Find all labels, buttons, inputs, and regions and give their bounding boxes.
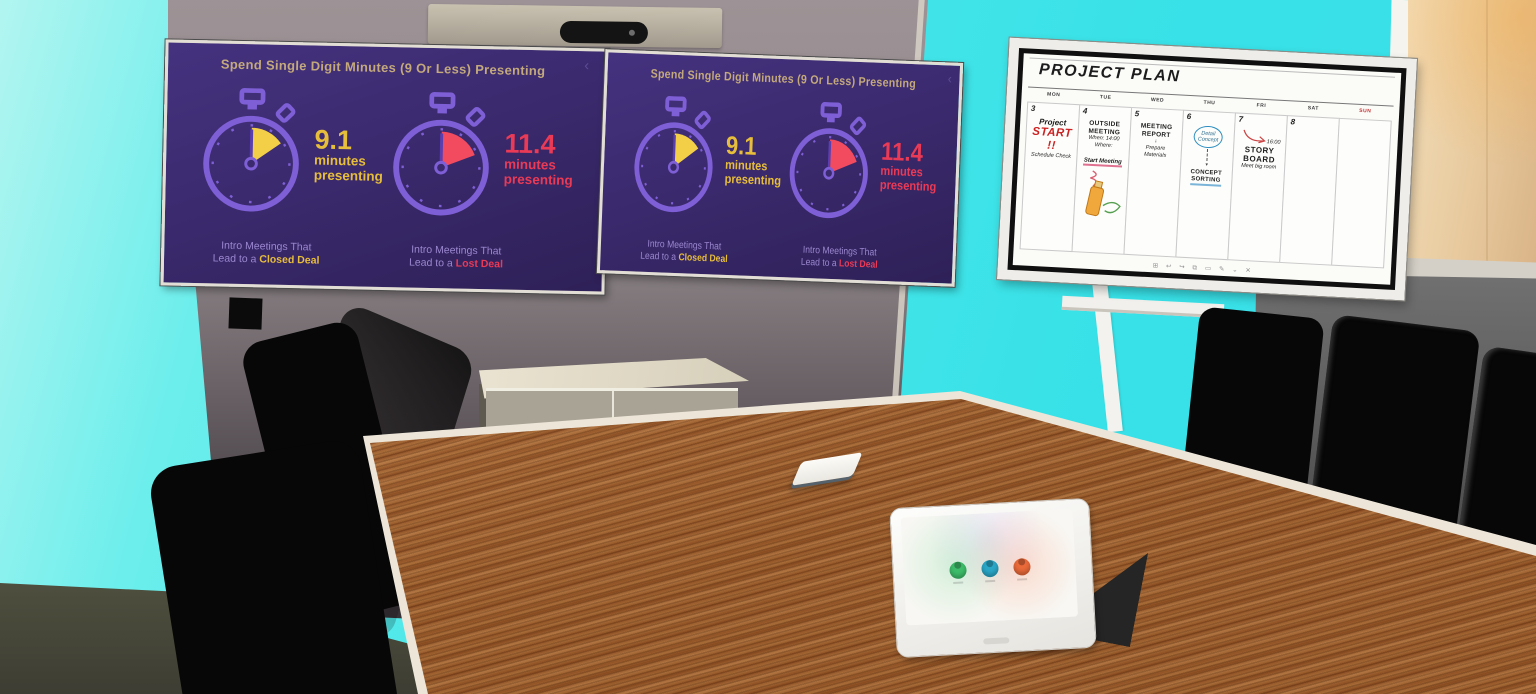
camera-module (559, 20, 649, 45)
minutes-value: 9.1 (314, 124, 353, 156)
stopwatch-icon (789, 101, 868, 219)
highlight-closed-deal: Closed Deal (678, 251, 728, 265)
undo-icon[interactable]: ↩ (1165, 262, 1172, 271)
orange-action-button[interactable] (1012, 558, 1031, 576)
highlight-lost-deal: Lost Deal (838, 257, 878, 271)
day-label: FRI (1256, 102, 1267, 110)
red-arrow-doodle (1243, 129, 1266, 144)
minutes-value: 11.4 (880, 137, 924, 167)
close-icon[interactable]: ✕ (1245, 267, 1252, 275)
stopwatch-closed-deal: 9.1 minutes presenting (191, 87, 385, 229)
day-label: TUE (1099, 94, 1112, 101)
stopwatch-wedge (440, 131, 475, 168)
slide-title: Spend Single Digit Minutes (9 Or Less) P… (650, 66, 917, 91)
column-monday: 3 Project START !! Schedule Check (1019, 101, 1081, 253)
unit-line: minutes (313, 152, 367, 169)
stopwatch-lost-deal: 11.4 minutes presenting (381, 91, 575, 233)
blue-action-button[interactable] (980, 559, 999, 578)
day-label: SAT (1307, 105, 1320, 112)
column-thursday: 6 Detail Concept ▾ CONCEPT SORTING (1175, 109, 1236, 261)
column-wednesday: 5 MEETING REPORT ↓ Prepare Materials (1123, 106, 1185, 258)
day-label: WED (1150, 96, 1165, 104)
pencil-doodle (1084, 170, 1121, 217)
touch-controller (889, 497, 1097, 664)
video-conference-camera-bar (427, 3, 723, 49)
camera-lens-icon (628, 29, 635, 36)
whiteboard-canvas[interactable]: PROJECT PLAN MON TUE WED THU FRI SAT SUN… (1012, 53, 1402, 285)
stopwatch-icon (634, 96, 713, 213)
stopwatch-closed-deal: 9.1 minutes presenting (623, 94, 784, 230)
day-label-sunday: SUN (1359, 107, 1372, 115)
wall-socket (228, 297, 263, 330)
slide-back-arrow-icon[interactable]: ‹ (583, 57, 590, 75)
day-label: MON (1046, 91, 1061, 99)
digital-whiteboard: PROJECT PLAN MON TUE WED THU FRI SAT SUN… (995, 36, 1419, 302)
concept-bubble: Detail Concept (1193, 125, 1223, 149)
unit-line: presenting (724, 171, 782, 188)
left-display: Spend Single Digit Minutes (9 Or Less) P… (160, 39, 610, 295)
stopwatch-icon (393, 91, 489, 216)
green-action-button[interactable] (948, 561, 967, 580)
column-tuesday: 4 OUTSIDE MEETING When: 14:00 Where: Sta… (1071, 104, 1133, 255)
stopwatch-wedge (828, 139, 857, 174)
redo-icon[interactable]: ↪ (1179, 263, 1185, 271)
week-grid: 3 Project START !! Schedule Check 4 OUTS… (1019, 101, 1392, 269)
highlight-closed-deal: Closed Deal (259, 253, 320, 267)
column-friday: 7 16:00 STORY BOARD Meet big room (1227, 112, 1288, 263)
highlight-lost-deal: Lost Deal (455, 257, 504, 271)
caption-closed-deal: Intro Meetings That Lead to a Closed Dea… (640, 238, 728, 265)
minutes-value: 11.4 (504, 128, 556, 160)
unit-line: presenting (313, 167, 383, 184)
column-saturday: 8 (1279, 115, 1340, 266)
slide-title: Spend Single Digit Minutes (9 Or Less) P… (220, 56, 546, 79)
right-display: Spend Single Digit Minutes (9 Or Less) P… (596, 49, 964, 287)
stopwatch-icon (203, 88, 299, 212)
controller-body (889, 497, 1097, 659)
caption-closed-deal: Intro Meetings That Lead to a Closed Dea… (212, 239, 320, 267)
controller-screen[interactable] (900, 508, 1079, 626)
caption-lost-deal: Intro Meetings That Lead to a Lost Deal (800, 244, 878, 271)
grid-tool-icon[interactable]: ⊞ (1152, 262, 1159, 270)
stopwatch-lost-deal: 11.4 minutes presenting (778, 100, 939, 236)
pen-tool-icon[interactable]: ✎ (1218, 265, 1225, 274)
copy-icon[interactable]: ⧉ (1192, 264, 1198, 272)
column-sunday (1331, 117, 1392, 269)
stopwatch-wedge (673, 133, 699, 168)
window-curtain (1408, 0, 1536, 268)
day-label: THU (1203, 99, 1216, 107)
minutes-value: 9.1 (725, 131, 758, 161)
unit-line: presenting (503, 170, 573, 188)
home-button[interactable] (983, 637, 1010, 645)
collapse-icon[interactable]: ⌄ (1231, 266, 1238, 274)
stopwatch-wedge (251, 127, 281, 164)
select-icon[interactable]: ▭ (1204, 265, 1212, 273)
monday-note: Schedule Check (1030, 151, 1072, 160)
caption-lost-deal: Intro Meetings That Lead to a Lost Deal (408, 243, 504, 271)
unit-line: presenting (879, 177, 937, 194)
office-chair (146, 437, 398, 694)
project-start-note: START !! (1032, 125, 1073, 153)
dashed-connector (1206, 148, 1209, 162)
slide-back-arrow-icon[interactable]: ‹ (947, 71, 953, 88)
